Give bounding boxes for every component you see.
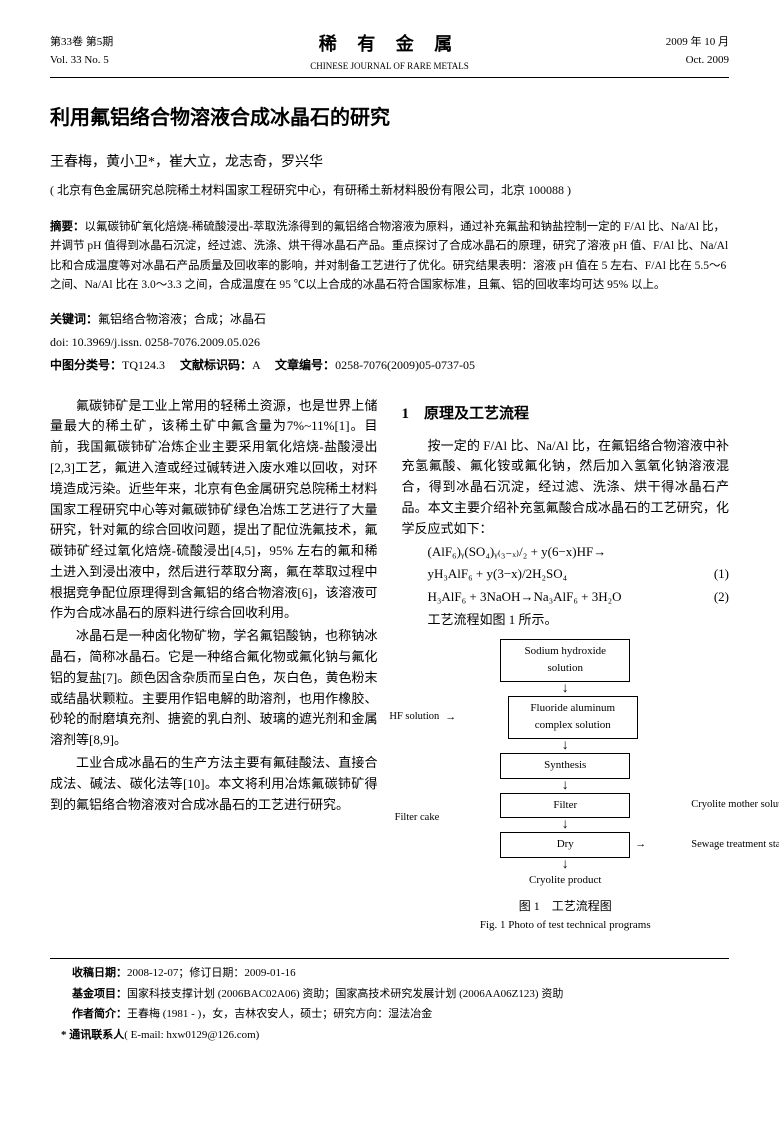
journal-header: 第33卷 第5期 Vol. 33 No. 5 稀 有 金 属 CHINESE J… xyxy=(50,30,729,78)
fc-node-6: Cryolite product xyxy=(529,872,601,890)
fc-arrow-icon: ↓ xyxy=(445,739,685,753)
eq0-body: (AlF₆)ᵧ(SO₄)ᵧ₍₃₋ₓ₎/₂ + y(6−x)HF→ xyxy=(402,542,607,563)
para-1: 氟碳铈矿是工业上常用的轻稀土资源，也是世界上储量最大的稀土矿，该稀土矿中氟含量为… xyxy=(50,396,378,625)
author-label: 作者简介： xyxy=(72,1008,127,1020)
abstract: 摘要：以氟碳铈矿氧化焙烧-稀硫酸浸出-萃取洗涤得到的氟铝络合物溶液为原料，通过补… xyxy=(50,218,729,296)
clc: TQ124.3 xyxy=(122,358,165,372)
figure-caption-en: Fig. 1 Photo of test technical programs xyxy=(402,917,730,935)
right-column: 1 原理及工艺流程 按一定的 F/Al 比、Na/Al 比，在氟铝络合物溶液中补… xyxy=(402,396,730,935)
doc-code: A xyxy=(252,358,260,372)
fc-arrow-icon: ↓ xyxy=(445,858,685,872)
arrow-right-icon: → xyxy=(445,709,456,727)
header-journal: 稀 有 金 属 CHINESE JOURNAL OF RARE METALS xyxy=(310,30,468,73)
volume-cn: 第33卷 第5期 xyxy=(50,34,113,52)
corr-info: ( E-mail: hxw0129@126.com) xyxy=(124,1029,259,1041)
eq2-body: H₃AlF₆ + 3NaOH→Na₃AlF₆ + 3H₂O xyxy=(402,587,622,608)
volume-en: Vol. 33 No. 5 xyxy=(50,52,113,70)
journal-cn: 稀 有 金 属 xyxy=(319,34,461,54)
sec1-para-2: 工艺流程如图 1 所示。 xyxy=(402,610,730,631)
doc-label: 文献标识码： xyxy=(180,358,252,372)
header-date: 2009 年 10 月 Oct. 2009 xyxy=(666,34,729,69)
keywords-line: 关键词：氟铝络合物溶液；合成；冰晶石 xyxy=(50,310,729,329)
footer: 收稿日期：2008-12-07；修订日期：2009-01-16 基金项目：国家科… xyxy=(50,958,729,1044)
fc-side-cake: Filter cake xyxy=(395,810,440,827)
fc-node-4: Filter xyxy=(500,793,630,819)
fc-side-sewage: Sewage treatment station xyxy=(691,837,779,854)
keywords: 氟铝络合物溶液；合成；冰晶石 xyxy=(98,312,266,326)
fc-node-2: Fluoride aluminum complex solution xyxy=(508,696,638,739)
affiliation: ( 北京有色金属研究总院稀土材料国家工程研究中心，有研稀土新材料股份有限公司，北… xyxy=(50,181,729,200)
abstract-text: 以氟碳铈矿氧化焙烧-稀硫酸浸出-萃取洗涤得到的氟铝络合物溶液为原料，通过补充氟盐… xyxy=(50,221,728,292)
fc-side-mother: Cryolite mother solution xyxy=(691,797,779,814)
journal-en: CHINESE JOURNAL OF RARE METALS xyxy=(310,59,468,73)
author-bio: 王春梅 (1981 - )，女，吉林农安人，硕士；研究方向：湿法冶金 xyxy=(127,1008,432,1020)
equation-1: yH₃AlF₆ + y(3−x)/2H₂SO₄ (1) xyxy=(402,564,730,585)
eq2-num: (2) xyxy=(688,587,729,608)
date-en: Oct. 2009 xyxy=(666,52,729,70)
section-1-title: 1 原理及工艺流程 xyxy=(402,402,730,426)
left-column: 氟碳铈矿是工业上常用的轻稀土资源，也是世界上储量最大的稀土矿，该稀土矿中氟含量为… xyxy=(50,396,378,935)
doi: doi: 10.3969/j.issn. 0258-7076.2009.05.0… xyxy=(50,333,729,352)
para-2: 冰晶石是一种卤化物矿物，学名氟铝酸钠，也称钠冰晶石，简称冰晶石。它是一种络合氟化… xyxy=(50,626,378,751)
eq1-num: (1) xyxy=(688,564,729,585)
fc-arrow-icon: ↓ xyxy=(445,682,685,696)
authors: 王春梅，黄小卫*，崔大立，龙志奇，罗兴华 xyxy=(50,152,729,174)
arrow-right-icon: → xyxy=(635,836,646,854)
header-volume: 第33卷 第5期 Vol. 33 No. 5 xyxy=(50,34,113,69)
fund-label: 基金项目： xyxy=(72,988,127,1000)
fc-node-1: Sodium hydroxide solution xyxy=(500,639,630,682)
eq1-body: yH₃AlF₆ + y(3−x)/2H₂SO₄ xyxy=(402,564,568,585)
para-3: 工业合成冰晶石的生产方法主要有氟硅酸法、直接合成法、碱法、碳化法等[10]。本文… xyxy=(50,753,378,815)
classification: 中图分类号：TQ124.3 文献标识码：A 文章编号：0258-7076(200… xyxy=(50,356,729,375)
keywords-label: 关键词： xyxy=(50,312,98,326)
date-cn: 2009 年 10 月 xyxy=(666,34,729,52)
fc-side-hf: HF solution xyxy=(389,709,439,726)
recv-date: 2008-12-07；修订日期：2009-01-16 xyxy=(127,967,296,979)
abstract-label: 摘要： xyxy=(50,221,85,233)
art-label: 文章编号： xyxy=(275,358,335,372)
fund-text: 国家科技支撑计划 (2006BAC02A06) 资助；国家高技术研究发展计划 (… xyxy=(127,988,563,1000)
art-id: 0258-7076(2009)05-0737-05 xyxy=(335,358,475,372)
fc-arrow-icon: ↓ xyxy=(445,779,685,793)
fc-node-5: Dry xyxy=(500,832,630,858)
body-columns: 氟碳铈矿是工业上常用的轻稀土资源，也是世界上储量最大的稀土矿，该稀土矿中氟含量为… xyxy=(50,396,729,935)
flowchart: Sodium hydroxide solution ↓ HF solution … xyxy=(445,639,685,890)
fc-arrow-icon: ↓ xyxy=(562,818,569,832)
sec1-para-1: 按一定的 F/Al 比、Na/Al 比，在氟铝络合物溶液中补充氢氟酸、氟化铵或氟… xyxy=(402,436,730,540)
fc-node-3: Synthesis xyxy=(500,753,630,779)
paper-title: 利用氟铝络合物溶液合成冰晶石的研究 xyxy=(50,102,729,134)
recv-label: 收稿日期： xyxy=(72,967,127,979)
equation-0: (AlF₆)ᵧ(SO₄)ᵧ₍₃₋ₓ₎/₂ + y(6−x)HF→ xyxy=(402,542,730,563)
equation-2: H₃AlF₆ + 3NaOH→Na₃AlF₆ + 3H₂O (2) xyxy=(402,587,730,608)
figure-caption-cn: 图 1 工艺流程图 xyxy=(402,897,730,916)
corr-label: * 通讯联系人 xyxy=(61,1029,124,1041)
clc-label: 中图分类号： xyxy=(50,358,122,372)
